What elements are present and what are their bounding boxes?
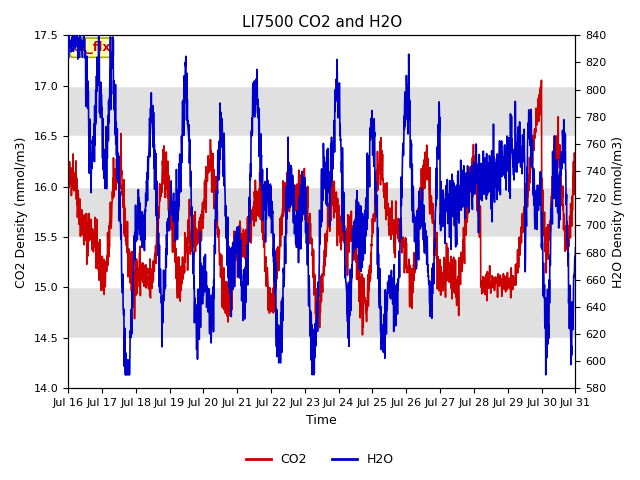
Legend: CO2, H2O: CO2, H2O (241, 448, 399, 471)
Bar (68, 288, 575, 338)
Bar (68, 136, 575, 187)
Bar (68, 36, 575, 86)
X-axis label: Time: Time (307, 414, 337, 427)
Bar (68, 187, 575, 237)
Title: LI7500 CO2 and H2O: LI7500 CO2 and H2O (242, 15, 402, 30)
Bar (68, 237, 575, 288)
Bar (68, 86, 575, 136)
Text: SI_flx: SI_flx (73, 41, 111, 54)
Y-axis label: H2O Density (mmol/m3): H2O Density (mmol/m3) (612, 136, 625, 288)
Y-axis label: CO2 Density (mmol/m3): CO2 Density (mmol/m3) (15, 136, 28, 288)
Bar (68, 338, 575, 388)
